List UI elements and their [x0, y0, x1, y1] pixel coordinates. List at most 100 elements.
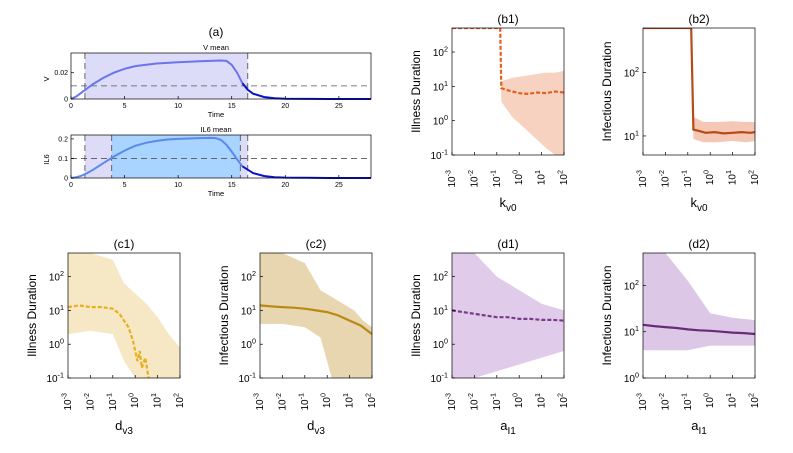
- x-tick-label: 10-2: [466, 170, 481, 188]
- x-tick-label-base: 10: [705, 174, 716, 186]
- series-line-a_bottom: [70, 136, 244, 179]
- shaded-interval-1: [111, 135, 241, 178]
- x-tick-label-base: 10: [537, 397, 548, 409]
- x-tick-label: 10-1: [296, 393, 311, 411]
- y-tick-label-exp: 2: [60, 269, 64, 278]
- x-tick-label-exp: 0: [511, 170, 520, 174]
- y-tick-label: 102: [624, 65, 639, 80]
- y-tick-label-exp: 2: [444, 269, 448, 278]
- series-line-a_top: [70, 59, 249, 100]
- x-tick-label-base: 10: [108, 399, 119, 411]
- axes-frame: [259, 252, 373, 379]
- y-tick-label-exp: 1: [60, 303, 64, 312]
- x-tick-label: 101: [724, 393, 739, 408]
- x-tick-label-exp: -2: [657, 393, 666, 399]
- y-tick-label-base: 10: [433, 48, 445, 59]
- x-tick-label-exp: 1: [724, 170, 733, 174]
- y-tick-label-exp: 0: [444, 337, 448, 346]
- x-axis-label: Time: [208, 189, 224, 198]
- x-tick-label: 5: [123, 103, 127, 110]
- x-tick-label: 100: [127, 393, 142, 408]
- x-tick-label-base: 10: [750, 397, 761, 409]
- x-tick-label-base: 10: [63, 399, 74, 411]
- x-tick-label-base: 10: [345, 397, 356, 409]
- subplot-title: IL6 mean: [200, 125, 231, 134]
- y-tick-label: 100: [624, 371, 639, 386]
- x-tick-label: 102: [364, 393, 379, 408]
- x-axis-label-main: d: [307, 418, 314, 433]
- y-tick-label: 101: [49, 303, 64, 318]
- mean-line: [643, 28, 755, 135]
- panel-label: (c1): [114, 237, 135, 251]
- x-tick-label-base: 10: [447, 176, 458, 188]
- x-tick-label-exp: -2: [466, 393, 475, 399]
- x-tick-label-base: 10: [447, 399, 458, 411]
- x-tick-label: 25: [335, 182, 343, 189]
- y-tick-label-base: 10: [624, 132, 636, 143]
- y-tick-label: 0: [64, 176, 68, 183]
- x-tick-label-exp: -2: [82, 393, 91, 399]
- x-tick-label-base: 10: [255, 399, 266, 411]
- y-tick-label: 100: [433, 113, 448, 128]
- x-tick-label: 102: [747, 170, 762, 185]
- x-tick-label-exp: 1: [533, 170, 542, 174]
- axes-frame: [642, 252, 756, 379]
- axes-frame: [70, 52, 372, 100]
- x-tick-label: 10-3: [252, 393, 267, 411]
- x-tick-label-exp: -1: [679, 393, 688, 399]
- variability-band: [452, 28, 564, 155]
- x-tick-label-base: 10: [683, 176, 694, 188]
- axes-frame: [451, 252, 565, 379]
- y-tick-label-exp: 2: [635, 278, 639, 287]
- y-axis-label: Illness Duration: [409, 50, 423, 133]
- variability-band: [643, 28, 755, 143]
- x-tick-label-exp: 1: [341, 393, 350, 397]
- x-tick-label-exp: 2: [172, 393, 181, 397]
- x-tick-label: 101: [341, 393, 356, 408]
- x-tick-label: 10-1: [104, 393, 119, 411]
- x-tick-label-base: 10: [492, 399, 503, 411]
- y-tick-label-exp: 1: [635, 128, 639, 137]
- y-tick-label-base: 10: [241, 273, 253, 284]
- x-axis-label-sub: v3: [314, 426, 325, 437]
- x-tick-label-base: 10: [277, 399, 288, 411]
- x-tick-label-exp: -1: [488, 393, 497, 399]
- x-tick-label: 100: [702, 170, 717, 185]
- x-axis-label: kv0: [499, 195, 517, 214]
- x-axis-label-sub: I1: [698, 426, 707, 437]
- y-tick-label: 0.1: [58, 156, 68, 163]
- x-axis-label-main: a: [500, 418, 508, 433]
- x-axis-label-sub: v0: [697, 203, 708, 214]
- x-tick-label-base: 10: [469, 176, 480, 188]
- x-tick-label: 102: [556, 170, 571, 185]
- x-tick-label-base: 10: [492, 176, 503, 188]
- x-axis-label-main: k: [499, 195, 506, 210]
- x-tick-label-base: 10: [638, 176, 649, 188]
- x-tick-label: 0: [69, 103, 73, 110]
- x-tick-label: 10-2: [657, 170, 672, 188]
- plot-area: [643, 253, 755, 351]
- y-tick-label-base: 10: [46, 374, 58, 385]
- y-tick-label-exp: -1: [442, 371, 448, 380]
- y-tick-label-exp: -1: [58, 371, 64, 380]
- panel-label: (c2): [306, 237, 327, 251]
- y-axis-label: V: [42, 76, 51, 81]
- y-tick-label-base: 10: [430, 151, 442, 162]
- x-tick-label: 10-2: [274, 393, 289, 411]
- y-tick-label: 0: [64, 97, 68, 104]
- y-tick-label-base: 10: [49, 306, 61, 317]
- x-axis-label: dv3: [115, 418, 133, 437]
- x-tick-label: 15: [228, 103, 236, 110]
- x-tick-label-exp: 2: [364, 393, 373, 397]
- x-axis-label: aI1: [500, 418, 516, 437]
- x-axis-label-main: k: [690, 195, 697, 210]
- y-tick-label-exp: 2: [252, 269, 256, 278]
- variability-band: [452, 253, 564, 378]
- panel-label: (d1): [497, 237, 518, 251]
- y-axis-label: Infectious Duration: [600, 41, 614, 141]
- y-axis-label: Infectious Duration: [600, 265, 614, 365]
- y-tick-label: 101: [624, 128, 639, 143]
- x-tick-label: 101: [149, 393, 164, 408]
- y-tick-label-exp: 0: [252, 337, 256, 346]
